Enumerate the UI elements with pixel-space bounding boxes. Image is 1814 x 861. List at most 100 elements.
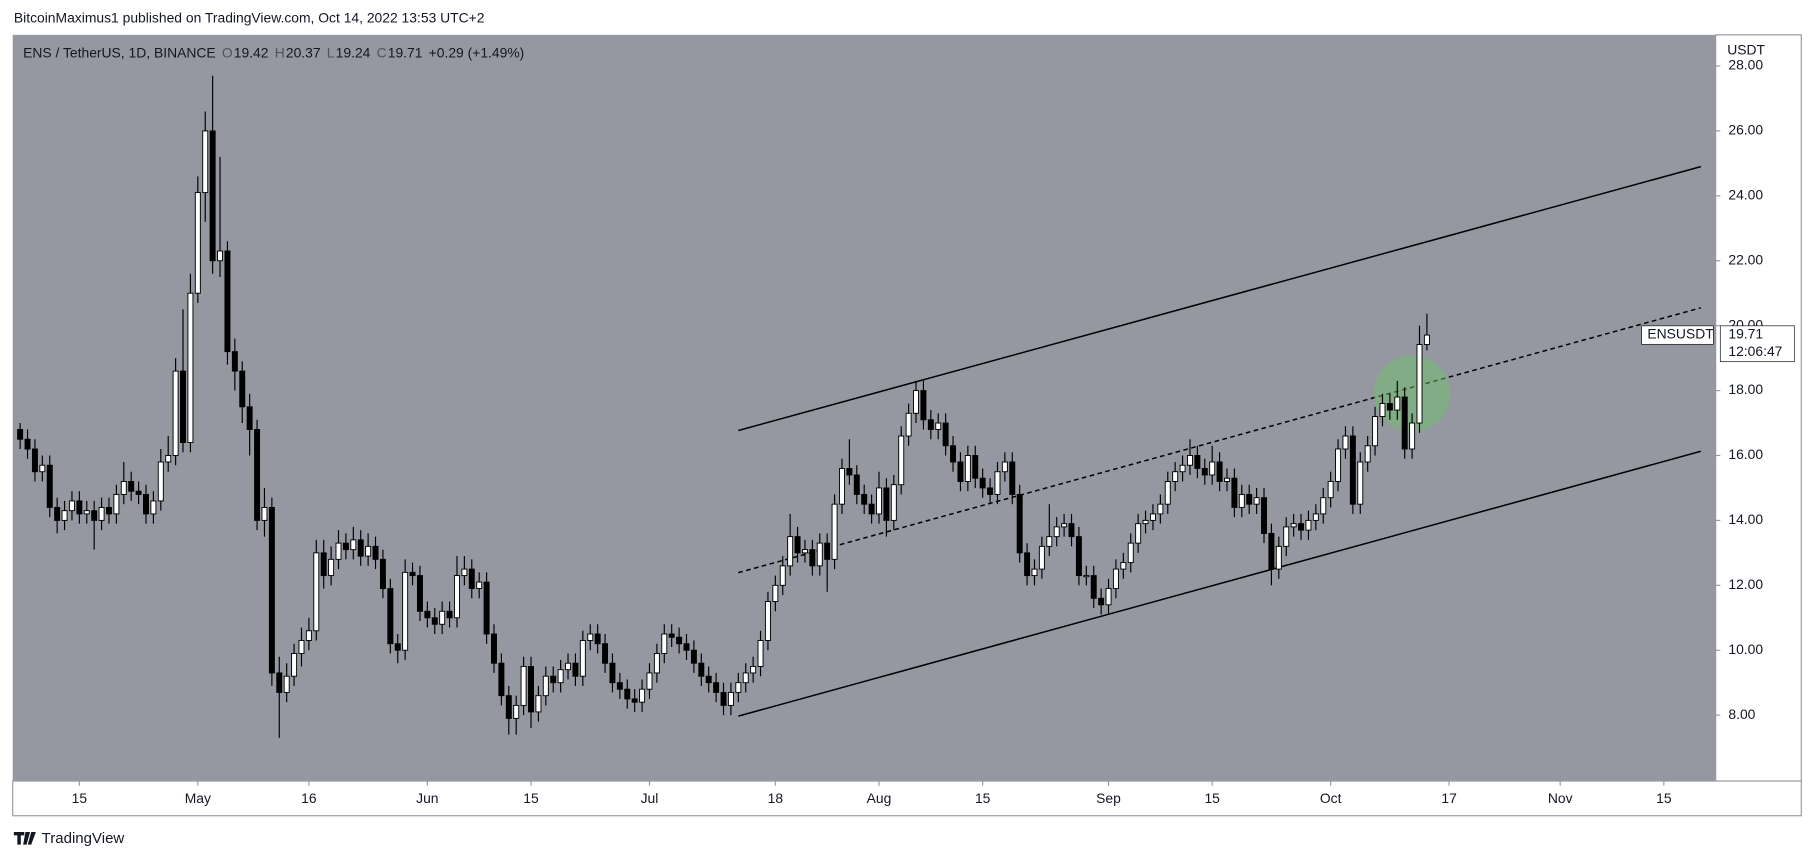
candle-body	[964, 455, 971, 482]
candle-body	[1001, 461, 1008, 473]
candle-body	[150, 500, 157, 515]
candle-body	[1031, 568, 1038, 577]
candle-body	[542, 675, 549, 697]
candle-body	[76, 500, 83, 515]
candle-body	[261, 506, 268, 521]
candle-body	[705, 675, 712, 684]
candle-body	[187, 292, 194, 443]
candle-body	[143, 493, 149, 515]
y-tick-label: 26.00	[1728, 122, 1763, 138]
candle-body	[31, 448, 38, 473]
candle-body	[1098, 597, 1105, 606]
candle-body	[1157, 503, 1164, 515]
candle-body	[883, 487, 890, 521]
candle-body	[1009, 461, 1016, 495]
candle-body	[276, 672, 283, 693]
candle-body	[987, 487, 994, 495]
candle-body	[39, 464, 46, 473]
candle-body	[1127, 542, 1134, 564]
price-tag-box	[1719, 325, 1795, 363]
candle-body	[513, 704, 520, 719]
candle-body	[165, 455, 172, 463]
candle-body	[431, 617, 438, 625]
candle-body	[402, 571, 409, 651]
legend-value: 19.42	[234, 44, 269, 60]
candle-body	[1372, 416, 1379, 447]
candle-body	[1342, 435, 1349, 450]
candle-body	[609, 662, 616, 684]
candle-body	[1224, 477, 1230, 482]
candle-body	[942, 422, 949, 447]
candle-body	[320, 552, 327, 577]
candle-body	[105, 506, 112, 515]
highlight-circle	[1373, 355, 1451, 432]
legend-value: 19.24	[336, 44, 371, 60]
y-tick-label: 24.00	[1728, 187, 1763, 203]
candle-body	[1298, 523, 1305, 531]
trend-line	[738, 307, 1702, 574]
legend-label: C	[377, 44, 387, 60]
candle-body	[1283, 526, 1290, 547]
legend-label: L	[327, 44, 335, 60]
candle-body	[698, 662, 705, 677]
candle-body	[498, 662, 505, 697]
candle-body	[1053, 526, 1060, 538]
time-axis	[12, 780, 1802, 817]
y-tick-label: 28.00	[1728, 57, 1763, 73]
logo-mark	[13, 831, 36, 845]
candle-body	[1394, 396, 1401, 411]
candle-body	[809, 549, 816, 567]
candle-body	[550, 675, 557, 684]
candle-body	[1083, 575, 1090, 578]
candle-body	[1186, 455, 1193, 466]
candle-body	[1201, 468, 1208, 476]
candle-body	[750, 666, 757, 674]
x-tick-label: Jul	[641, 790, 659, 806]
candle-body	[579, 640, 586, 677]
candle-body	[98, 506, 105, 521]
candle-body	[268, 506, 275, 674]
candle-body	[528, 666, 534, 713]
candle-body	[927, 419, 934, 430]
candle-body	[446, 610, 453, 619]
legend-value: 19.71	[388, 44, 423, 60]
candle-body	[254, 429, 261, 521]
x-tick-label: Nov	[1548, 790, 1573, 806]
x-tick-label: Oct	[1320, 790, 1342, 806]
candle-body	[416, 575, 423, 612]
x-tick-label: Sep	[1096, 790, 1121, 806]
candle-body	[772, 584, 779, 603]
candle-body	[1112, 568, 1119, 590]
candle-body	[572, 662, 579, 677]
candle-body	[172, 370, 179, 456]
y-tick-label: 12.00	[1728, 576, 1763, 592]
candle-body	[424, 610, 431, 619]
candle-body	[328, 558, 335, 577]
candle-body	[624, 688, 631, 700]
candle-body	[335, 542, 342, 560]
candle-body	[1357, 461, 1364, 505]
candle-body	[1164, 480, 1171, 505]
candle-body	[639, 688, 646, 703]
candle-body	[727, 691, 734, 706]
legend-change: +0.29 (+1.49%)	[429, 44, 525, 60]
candle-body	[202, 130, 209, 194]
candle-body	[1261, 497, 1267, 534]
candle-body	[231, 351, 238, 372]
x-tick-label: May	[185, 790, 211, 806]
candle-body	[890, 484, 897, 521]
candle-body	[602, 643, 609, 664]
candle-body	[1386, 403, 1393, 411]
candle-body	[91, 510, 98, 521]
plot-area	[12, 34, 1716, 782]
candle-body	[676, 636, 683, 645]
candle-body	[668, 633, 675, 638]
x-tick-label: 15	[72, 790, 88, 806]
x-tick-label: 15	[1204, 790, 1220, 806]
candle-body	[1401, 396, 1408, 450]
candle-body	[1290, 523, 1297, 528]
candle-body	[1275, 545, 1282, 570]
candle-body	[616, 682, 623, 690]
candle-body	[120, 480, 127, 495]
